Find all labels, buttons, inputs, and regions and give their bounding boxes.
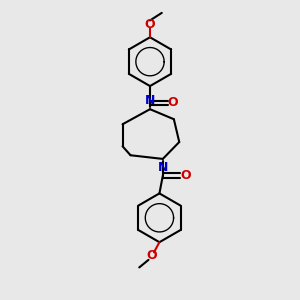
Text: O: O — [168, 96, 178, 110]
Text: O: O — [181, 169, 191, 182]
Text: N: N — [158, 161, 168, 174]
Text: O: O — [147, 249, 157, 262]
Text: O: O — [145, 18, 155, 31]
Text: N: N — [145, 94, 155, 107]
